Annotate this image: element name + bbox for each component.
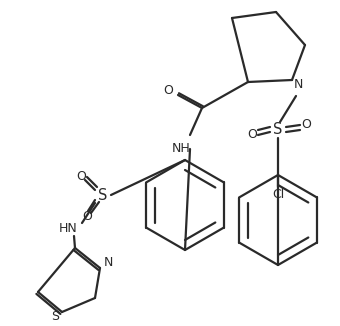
Text: O: O bbox=[76, 170, 86, 184]
Text: O: O bbox=[301, 118, 311, 131]
Text: N: N bbox=[293, 79, 303, 92]
Text: Cl: Cl bbox=[272, 188, 284, 201]
Text: O: O bbox=[82, 211, 92, 224]
Text: O: O bbox=[163, 83, 173, 96]
Text: S: S bbox=[98, 187, 108, 202]
Text: HN: HN bbox=[58, 221, 78, 234]
Text: S: S bbox=[51, 309, 59, 322]
Text: NH: NH bbox=[172, 141, 190, 155]
Text: S: S bbox=[273, 123, 283, 138]
Text: O: O bbox=[247, 128, 257, 141]
Text: N: N bbox=[103, 257, 113, 270]
